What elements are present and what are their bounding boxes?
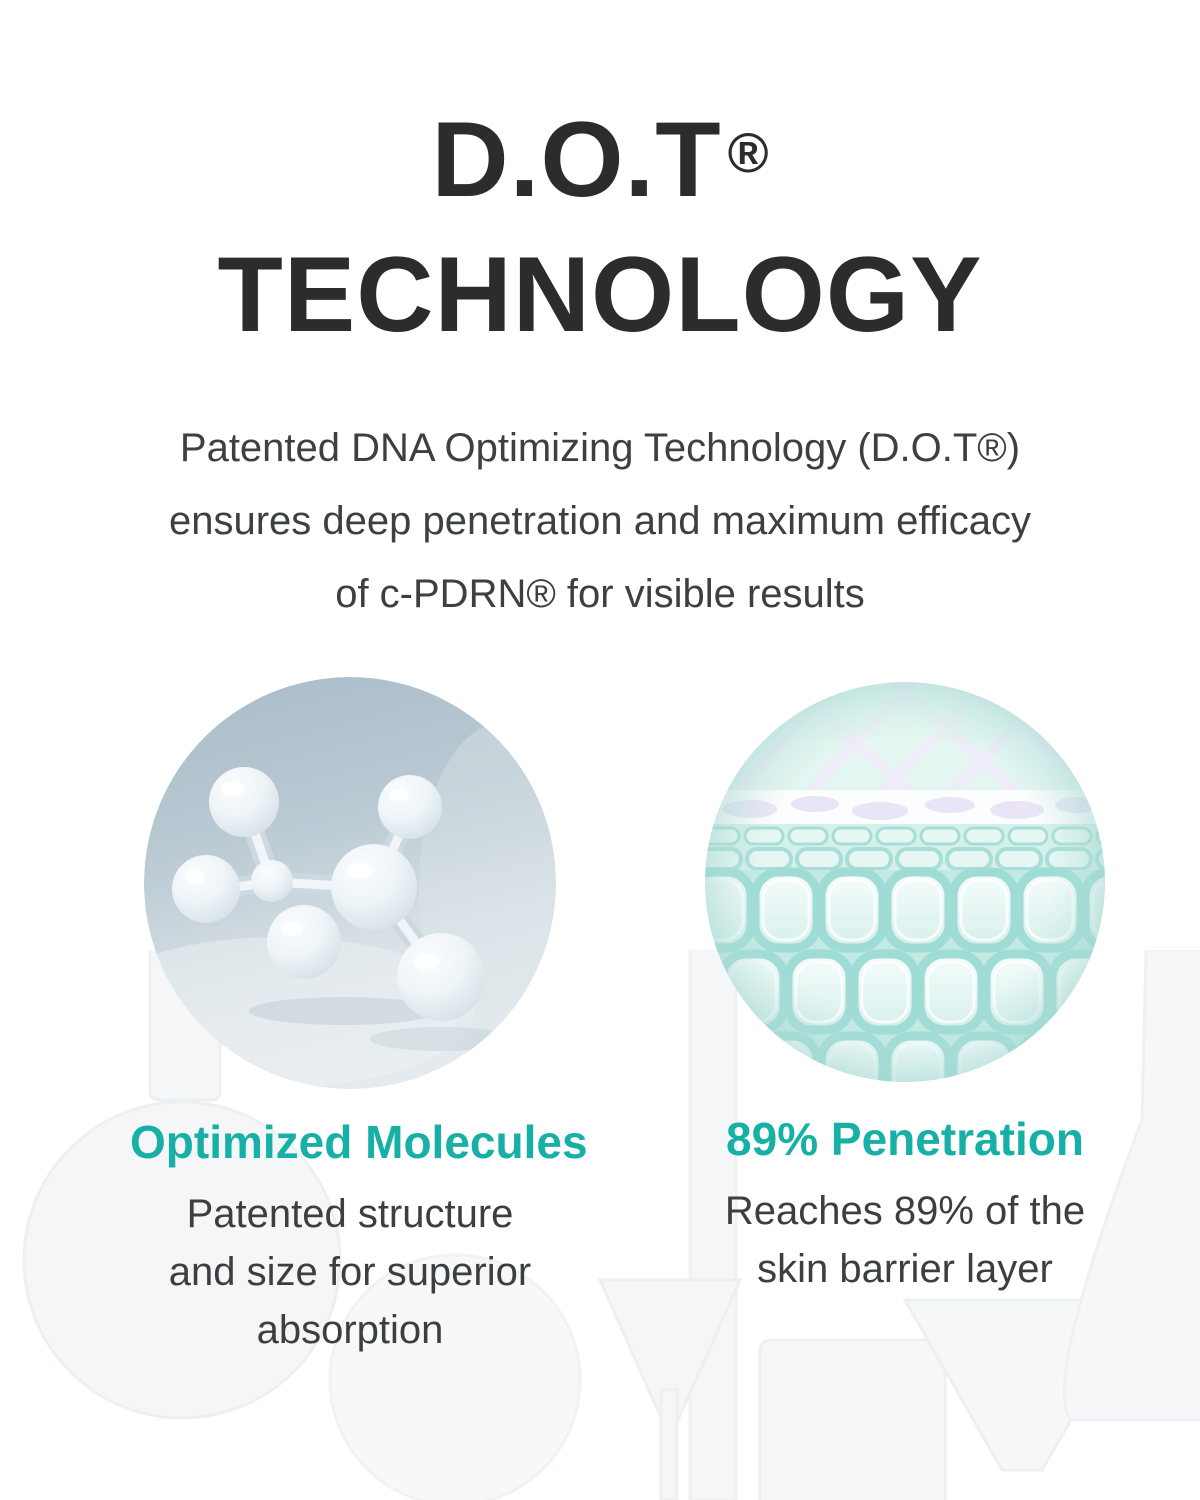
feature-description-line: and size for superior	[168, 1250, 532, 1294]
title-text: D.O.T	[431, 98, 722, 219]
subtitle: Patented DNA Optimizing Technology (D.O.…	[0, 412, 1200, 631]
molecule-3d-image	[144, 677, 556, 1089]
title-line-2: TECHNOLOGY	[217, 233, 983, 354]
feature-description-line: skin barrier layer	[757, 1247, 1053, 1291]
registered-trademark-symbol: ®	[727, 122, 769, 184]
feature-optimized-molecules: Optimized Molecules Patented structure a…	[130, 677, 588, 1359]
feature-description: Patented structure and size for superior…	[130, 1185, 570, 1359]
subtitle-line: Patented DNA Optimizing Technology (D.O.…	[179, 425, 1021, 470]
feature-description-line: absorption	[256, 1308, 444, 1352]
feature-description: Reaches 89% of the skin barrier layer	[695, 1182, 1115, 1298]
feature-penetration: 89% Penetration Reaches 89% of the skin …	[695, 682, 1115, 1298]
feature-description-line: Reaches 89% of the	[724, 1189, 1086, 1233]
subtitle-line: ensures deep penetration and maximum eff…	[169, 498, 1031, 543]
page-title: D.O.T ® TECHNOLOGY	[0, 0, 1200, 362]
feature-description-line: Patented structure	[186, 1192, 514, 1236]
skin-barrier-cells-image	[705, 682, 1105, 1082]
feature-heading: Optimized Molecules	[130, 1116, 588, 1168]
subtitle-line: of c-PDRN® for visible results	[335, 571, 865, 616]
feature-heading: 89% Penetration	[726, 1113, 1084, 1165]
title-line-1: D.O.T ®	[0, 86, 1200, 227]
